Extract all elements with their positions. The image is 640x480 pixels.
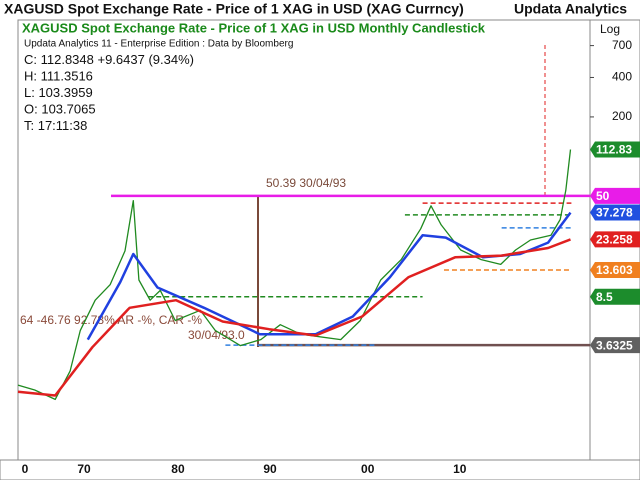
x-tick-label: 90 <box>263 462 277 476</box>
time-axis <box>0 459 640 480</box>
price-tag <box>590 141 640 158</box>
price-tag-label: 13.603 <box>596 263 633 277</box>
annotation: 64 -46.76 92.78% AR -%, CAR -% <box>20 313 202 327</box>
x-tick-label: 70 <box>77 462 91 476</box>
x-tick-label: 10 <box>453 462 467 476</box>
info-line: C: 112.8348 +9.6437 (9.34%) <box>24 52 194 67</box>
price-tag <box>590 288 640 305</box>
scale-label: Log <box>600 22 620 36</box>
price-tag-label: 112.83 <box>596 143 632 157</box>
price-line <box>17 149 572 401</box>
price-tag <box>590 261 640 278</box>
info-line: L: 103.3959 <box>24 85 93 100</box>
price-tag-label: 23.258 <box>596 233 633 247</box>
y-tick-label: 200 <box>612 109 632 123</box>
x-tick-label: 0 <box>22 462 29 476</box>
x-tick-label: 80 <box>171 462 185 476</box>
annotation: 30/04/93.0 <box>188 328 245 342</box>
x-tick-label: 00 <box>361 462 375 476</box>
window-title: XAGUSD Spot Exchange Rate - Price of 1 X… <box>4 1 464 17</box>
price-tag-label: 37.278 <box>596 206 633 220</box>
info-line: Updata Analytics 11 - Enterprise Edition… <box>24 39 293 50</box>
annotation: 50.39 30/04/93 <box>266 176 346 190</box>
info-line: O: 103.7065 <box>24 101 96 116</box>
price-tag-label: 3.6325 <box>596 338 633 352</box>
chart-title: XAGUSD Spot Exchange Rate - Price of 1 X… <box>22 20 486 35</box>
price-tag <box>590 337 640 354</box>
price-tag <box>590 231 640 248</box>
price-tag-label: 50 <box>596 189 610 203</box>
info-line: H: 111.3516 <box>24 68 93 83</box>
y-tick-label: 400 <box>612 70 632 84</box>
y-tick-label: 700 <box>612 38 632 52</box>
price-tag <box>590 204 640 221</box>
price-tag <box>590 187 640 204</box>
price-line <box>17 238 571 397</box>
price-tag-label: 8.5 <box>596 290 613 304</box>
info-line: T: 17:11:38 <box>24 118 87 133</box>
vendor: Updata Analytics <box>514 1 627 17</box>
